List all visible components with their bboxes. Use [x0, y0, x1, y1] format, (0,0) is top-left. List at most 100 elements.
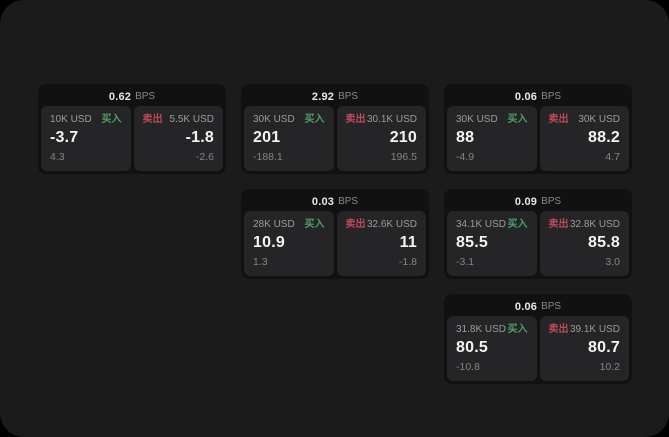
buy-panel-top: 30K USD 买入	[456, 114, 528, 126]
bps-unit: BPS	[541, 91, 562, 102]
sell-price: -1.8	[185, 129, 214, 146]
buy-delta: -3.1	[456, 256, 475, 268]
buy-panel[interactable]: 34.1K USD 买入 85.5 -3.1	[447, 211, 537, 276]
buy-tag: 买入	[507, 114, 528, 125]
card-body: 10K USD 买入 -3.7 4.3 卖出 5.5K USD -1.8 -2.…	[41, 106, 223, 171]
buy-panel[interactable]: 28K USD 买入 10.9 1.3	[244, 211, 334, 276]
sell-price: 85.8	[588, 234, 620, 251]
sell-panel-top: 卖出 32.8K USD	[549, 219, 621, 231]
quote-card: 0.06 BPS 30K USD 买入 88 -4.9 卖出 30K USD	[444, 84, 632, 174]
buy-price: 85.5	[456, 234, 488, 251]
sell-panel-top: 卖出 30K USD	[549, 114, 621, 126]
card-body: 28K USD 买入 10.9 1.3 卖出 32.6K USD 11 -1.8	[244, 211, 426, 276]
buy-panel[interactable]: 30K USD 买入 88 -4.9	[447, 106, 537, 171]
buy-panel-top: 34.1K USD 买入	[456, 219, 528, 231]
sell-price: 80.7	[588, 339, 620, 356]
buy-size-label: 30K USD	[456, 114, 498, 125]
sell-size-label: 30K USD	[578, 114, 620, 125]
buy-size-label: 28K USD	[253, 219, 295, 230]
bps-unit: BPS	[541, 301, 562, 312]
sell-tag: 卖出	[345, 114, 366, 125]
buy-panel[interactable]: 30K USD 买入 201 -188.1	[244, 106, 334, 171]
sell-size-label: 30.1K USD	[366, 114, 417, 125]
buy-size-label: 31.8K USD	[456, 324, 507, 335]
spread-header: 0.03 BPS	[244, 192, 426, 211]
buy-price: -3.7	[50, 129, 79, 146]
sell-tag: 卖出	[142, 114, 163, 125]
sell-price: 88.2	[588, 129, 620, 146]
sell-panel[interactable]: 卖出 32.8K USD 85.8 3.0	[539, 211, 629, 276]
buy-size-label: 34.1K USD	[456, 219, 507, 230]
spread-value: 0.06	[514, 300, 538, 313]
sell-panel[interactable]: 卖出 30K USD 88.2 4.7	[539, 106, 629, 171]
spread-header: 0.06 BPS	[447, 297, 629, 316]
quote-grid: 0.62 BPS 10K USD 买入 -3.7 4.3 卖出 5.5K USD	[38, 84, 632, 384]
sell-panel-top: 卖出 30.1K USD	[346, 114, 418, 126]
sell-panel-top: 卖出 5.5K USD	[143, 114, 215, 126]
buy-delta: 1.3	[253, 256, 268, 268]
buy-delta: -4.9	[456, 151, 475, 163]
sell-panel[interactable]: 卖出 5.5K USD -1.8 -2.6	[133, 106, 223, 171]
card-body: 34.1K USD 买入 85.5 -3.1 卖出 32.8K USD 85.8…	[447, 211, 629, 276]
sell-panel[interactable]: 卖出 32.6K USD 11 -1.8	[336, 211, 426, 276]
bps-unit: BPS	[541, 196, 562, 207]
quote-card: 0.62 BPS 10K USD 买入 -3.7 4.3 卖出 5.5K USD	[38, 84, 226, 174]
sell-panel[interactable]: 卖出 39.1K USD 80.7 10.2	[539, 316, 629, 381]
spread-header: 0.62 BPS	[41, 87, 223, 106]
sell-panel-top: 卖出 39.1K USD	[549, 324, 621, 336]
sell-size-label: 5.5K USD	[169, 114, 214, 125]
spread-value: 0.62	[108, 90, 132, 103]
buy-panel-top: 10K USD 买入	[50, 114, 122, 126]
buy-delta: -188.1	[253, 151, 283, 163]
sell-size-label: 32.6K USD	[366, 219, 417, 230]
card-body: 30K USD 买入 201 -188.1 卖出 30.1K USD 210 1…	[244, 106, 426, 171]
buy-tag: 买入	[507, 324, 528, 335]
buy-price: 10.9	[253, 234, 285, 251]
sell-delta: -2.6	[195, 151, 214, 163]
bps-unit: BPS	[338, 196, 359, 207]
sell-size-label: 32.8K USD	[569, 219, 620, 230]
buy-panel-top: 31.8K USD 买入	[456, 324, 528, 336]
spread-header: 0.06 BPS	[447, 87, 629, 106]
buy-panel-top: 28K USD 买入	[253, 219, 325, 231]
sell-tag: 卖出	[345, 219, 366, 230]
spread-header: 2.92 BPS	[244, 87, 426, 106]
buy-price: 88	[456, 129, 475, 146]
sell-panel-top: 卖出 32.6K USD	[346, 219, 418, 231]
buy-panel[interactable]: 10K USD 买入 -3.7 4.3	[41, 106, 131, 171]
spread-value: 0.03	[311, 195, 335, 208]
card-body: 30K USD 买入 88 -4.9 卖出 30K USD 88.2 4.7	[447, 106, 629, 171]
buy-delta: -10.8	[456, 361, 480, 373]
sell-tag: 卖出	[548, 114, 569, 125]
sell-delta: -1.8	[398, 256, 417, 268]
buy-panel[interactable]: 31.8K USD 买入 80.5 -10.8	[447, 316, 537, 381]
bps-unit: BPS	[135, 91, 156, 102]
spread-header: 0.09 BPS	[447, 192, 629, 211]
sell-panel[interactable]: 卖出 30.1K USD 210 196.5	[336, 106, 426, 171]
sell-tag: 卖出	[548, 219, 569, 230]
bps-unit: BPS	[338, 91, 359, 102]
buy-tag: 买入	[101, 114, 122, 125]
sell-tag: 卖出	[548, 324, 569, 335]
buy-panel-top: 30K USD 买入	[253, 114, 325, 126]
buy-price: 80.5	[456, 339, 488, 356]
sell-price: 11	[399, 234, 417, 251]
spread-value: 0.09	[514, 195, 538, 208]
buy-tag: 买入	[304, 219, 325, 230]
buy-tag: 买入	[507, 219, 528, 230]
card-body: 31.8K USD 买入 80.5 -10.8 卖出 39.1K USD 80.…	[447, 316, 629, 381]
sell-price: 210	[389, 129, 417, 146]
sell-delta: 3.0	[605, 256, 620, 268]
buy-tag: 买入	[304, 114, 325, 125]
sell-delta: 196.5	[390, 151, 417, 163]
sell-delta: 4.7	[605, 151, 620, 163]
buy-price: 201	[253, 129, 281, 146]
quote-card: 0.06 BPS 31.8K USD 买入 80.5 -10.8 卖出 39.1…	[444, 294, 632, 384]
quote-card: 0.09 BPS 34.1K USD 买入 85.5 -3.1 卖出 32.8K…	[444, 189, 632, 279]
buy-size-label: 10K USD	[50, 114, 92, 125]
buy-delta: 4.3	[50, 151, 65, 163]
buy-size-label: 30K USD	[253, 114, 295, 125]
quote-card: 0.03 BPS 28K USD 买入 10.9 1.3 卖出 32.6K US…	[241, 189, 429, 279]
sell-size-label: 39.1K USD	[569, 324, 620, 335]
